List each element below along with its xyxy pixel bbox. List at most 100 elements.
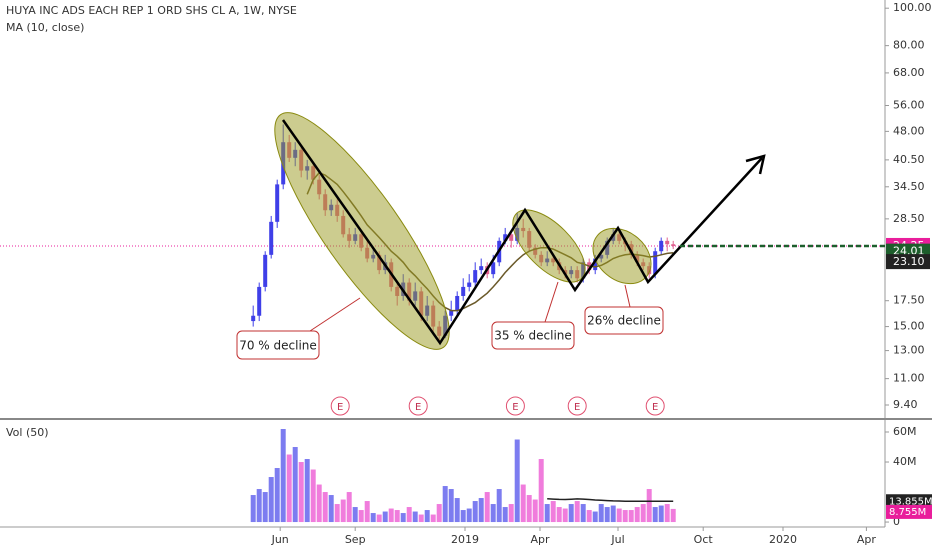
volume-bar <box>562 508 568 523</box>
earnings-marker <box>505 396 525 416</box>
volume-bar <box>250 495 256 523</box>
earnings-marker <box>330 396 350 416</box>
candle-body <box>263 254 268 287</box>
value-marker <box>886 494 932 509</box>
volume-bar <box>442 486 448 523</box>
candle-body <box>455 295 460 311</box>
volume-bar <box>634 507 640 523</box>
volume-bar <box>640 504 646 523</box>
volume-bar <box>418 514 424 523</box>
x-tick-label: Oct <box>694 533 714 546</box>
volume-bar <box>286 454 292 523</box>
y-tick-label: 17.50 <box>893 294 925 307</box>
volume-bar <box>502 507 508 523</box>
volume-bar <box>652 507 658 523</box>
volume-bar <box>526 495 532 523</box>
y-tick-label: 13.00 <box>893 344 925 357</box>
volume-bar <box>304 459 310 523</box>
x-tick-label: Apr <box>530 533 550 546</box>
volume-bar <box>604 507 610 523</box>
candle-body <box>491 262 496 275</box>
volume-title: Vol (50) <box>6 426 49 439</box>
drawings <box>274 112 885 350</box>
candle-body <box>503 234 508 241</box>
volume-bar <box>448 489 454 523</box>
y-tick-label: 28.50 <box>893 212 925 225</box>
candle-body <box>479 266 484 271</box>
y-tick-label: 9.40 <box>893 398 918 411</box>
annotation: 70 % decline <box>239 339 317 353</box>
arrow-head <box>745 154 766 175</box>
volume-bar <box>382 511 388 523</box>
y-tick-label: 15.00 <box>893 320 925 333</box>
value-marker-label: 8.755M <box>889 507 926 518</box>
volume-bar <box>412 511 418 523</box>
candle-body <box>275 184 280 222</box>
annotation: 26% decline <box>587 314 661 328</box>
annotation: 35 % decline <box>494 329 572 343</box>
y-tick-label: 48.00 <box>893 124 925 137</box>
callout-box <box>491 321 575 350</box>
candle-body <box>449 310 454 316</box>
volume-bar <box>394 510 400 523</box>
volume-bar <box>454 498 460 523</box>
candle-body <box>671 244 676 246</box>
volume-bar <box>622 510 628 523</box>
trend-zigzag <box>281 119 763 346</box>
volume-bar <box>466 508 472 523</box>
volume-bar <box>274 468 280 523</box>
volume-bar <box>400 513 406 523</box>
candle-body <box>251 315 256 322</box>
earnings-marker <box>408 396 428 416</box>
volume-bar <box>364 501 370 523</box>
volume-bar <box>346 492 352 523</box>
volume-bar <box>484 492 490 523</box>
candle-body <box>461 286 466 296</box>
y-tick-label: 0 <box>893 515 900 528</box>
price-marker-label: 23.10 <box>893 255 925 268</box>
volume-bar <box>592 511 598 523</box>
volume-bar <box>580 504 586 523</box>
y-tick-label: 56.00 <box>893 98 925 111</box>
volume-bar <box>574 501 580 523</box>
volume-bar <box>322 492 328 523</box>
x-tick-label: Jul <box>610 533 624 546</box>
volume-bar <box>616 508 622 523</box>
volume-bar <box>352 507 358 523</box>
y-tick-label: 100.00 <box>893 1 932 14</box>
volume-bar <box>280 429 286 523</box>
candle-body <box>593 258 598 271</box>
earnings-marker <box>645 396 665 416</box>
candle-body <box>665 240 670 245</box>
volume-bar <box>658 505 664 523</box>
x-tick-label: Jun <box>271 533 289 546</box>
volume-bar <box>646 489 652 523</box>
price-marker <box>886 254 930 270</box>
volume-bar <box>556 507 562 523</box>
volume-bar <box>292 447 298 523</box>
callout-box <box>236 330 320 360</box>
volume-ma-line <box>547 498 674 503</box>
volume-bar <box>496 489 502 523</box>
candle-body <box>467 282 472 287</box>
value-marker <box>886 504 932 519</box>
volume-bar <box>610 505 616 523</box>
x-tick-label: Sep <box>345 533 366 546</box>
volume-bar <box>598 504 604 523</box>
volume-bar <box>268 477 274 523</box>
y-tick-label: 34.50 <box>893 180 925 193</box>
x-tick-label: 2019 <box>451 533 479 546</box>
y-tick-label: 68.00 <box>893 66 925 79</box>
volume-bar <box>358 510 364 523</box>
volume-bar <box>472 501 478 523</box>
value-marker-label: 13.855M <box>889 496 932 507</box>
volume-bar <box>262 492 268 523</box>
volume-bar <box>424 510 430 523</box>
candle-body <box>257 286 262 316</box>
x-tick-label: 2020 <box>769 533 797 546</box>
volume-bar <box>532 499 538 523</box>
volume-bar <box>298 462 304 523</box>
chart-title: HUYA INC ADS EACH REP 1 ORD SHS CL A, 1W… <box>6 4 297 17</box>
